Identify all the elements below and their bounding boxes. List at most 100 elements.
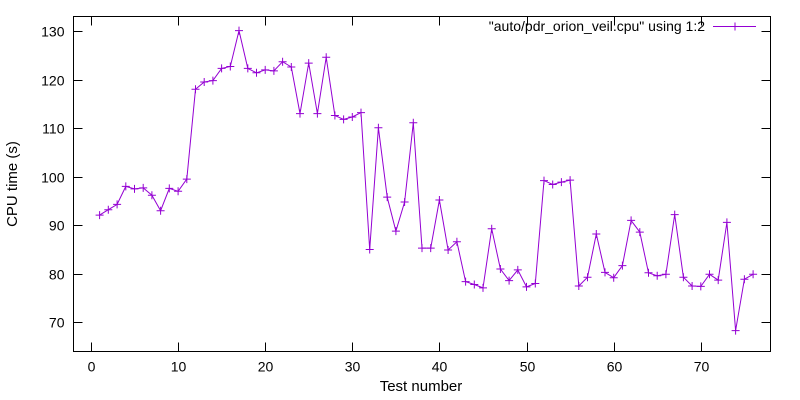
x-tick-label: 0 — [88, 359, 96, 375]
data-point-marker — [182, 175, 191, 184]
x-tick-label: 70 — [694, 359, 710, 375]
data-point-marker — [156, 206, 165, 215]
data-point-marker — [296, 109, 304, 118]
x-axis-title: Test number — [380, 378, 463, 395]
data-point-marker — [418, 244, 426, 253]
y-tick-label: 90 — [49, 218, 65, 234]
data-point-marker — [531, 279, 540, 288]
y-tick-label: 110 — [42, 121, 65, 137]
data-point-marker — [287, 63, 296, 71]
y-axis-title: CPU time (s) — [4, 141, 21, 227]
y-axis: 70 80 90 100 110 120 130 — [41, 24, 771, 331]
y-tick-label: 130 — [41, 24, 65, 40]
data-point-marker — [522, 282, 531, 291]
data-point-marker — [357, 108, 365, 117]
x-axis: 0 10 20 30 40 50 60 70 — [88, 16, 710, 375]
x-tick-label: 10 — [171, 359, 187, 375]
data-point-marker — [722, 218, 731, 227]
data-point-marker — [339, 115, 348, 124]
data-point-marker — [304, 59, 313, 68]
data-point-marker — [409, 118, 418, 127]
data-point-marker — [627, 216, 636, 225]
data-point-marker — [740, 275, 749, 284]
data-point-marker — [540, 176, 548, 185]
data-point-marker — [566, 176, 575, 185]
data-point-marker — [139, 183, 148, 192]
data-point-marker — [217, 64, 226, 73]
y-tick-label: 120 — [41, 73, 65, 89]
data-point-marker — [383, 193, 392, 202]
data-point-marker — [679, 273, 688, 282]
data-point-marker — [243, 64, 252, 73]
x-tick-label: 20 — [258, 359, 274, 375]
data-point-marker — [322, 53, 331, 62]
legend: "auto/pdr_orion_veil.cpu" using 1:2 — [489, 18, 756, 34]
data-point-marker — [130, 184, 139, 193]
x-tick-label: 50 — [520, 359, 536, 375]
data-point-marker — [435, 196, 444, 204]
legend-label: "auto/pdr_orion_veil.cpu" using 1:2 — [489, 18, 705, 34]
data-point-marker — [226, 62, 235, 71]
data-point-marker — [601, 268, 609, 277]
y-tick-label: 80 — [49, 267, 65, 283]
data-point-marker — [104, 205, 113, 214]
data-point-marker — [479, 283, 487, 292]
data-point-marker — [688, 282, 697, 290]
data-point-marker — [313, 109, 322, 118]
x-tick-label: 30 — [345, 359, 361, 375]
data-point-marker — [200, 78, 209, 86]
data-point-marker — [252, 68, 261, 77]
data-point-marker — [269, 66, 278, 75]
data-point-marker — [330, 111, 339, 120]
data-point-marker — [714, 276, 723, 285]
data-point-marker — [348, 113, 357, 121]
data-point-marker — [426, 244, 435, 253]
data-point-marker — [487, 224, 496, 233]
data-point-marker — [513, 265, 522, 274]
series-layer — [95, 26, 758, 335]
data-point-marker — [391, 227, 400, 236]
data-point-marker — [191, 85, 200, 94]
data-point-marker — [505, 276, 514, 285]
data-point-marker — [670, 210, 679, 219]
data-point-marker — [374, 123, 383, 132]
data-point-marker — [557, 178, 566, 187]
data-point-marker — [208, 76, 217, 85]
x-tick-label: 60 — [607, 359, 623, 375]
data-point-marker — [749, 270, 758, 279]
y-tick-label: 70 — [49, 315, 65, 331]
data-point-marker — [95, 211, 104, 220]
data-point-marker — [731, 326, 740, 335]
data-point-marker — [165, 184, 174, 193]
data-point-marker — [609, 273, 618, 282]
data-point-marker — [174, 187, 183, 196]
series-line — [99, 30, 754, 331]
data-point-marker — [653, 271, 662, 280]
data-point-marker — [705, 270, 714, 279]
data-point-marker — [696, 282, 705, 291]
data-point-marker — [618, 261, 627, 270]
data-point-marker — [452, 237, 461, 246]
data-point-marker — [548, 180, 557, 189]
data-point-marker — [121, 182, 130, 191]
data-point-marker — [400, 198, 409, 206]
data-point-marker — [635, 228, 644, 237]
data-point-marker — [235, 26, 243, 35]
x-tick-label: 40 — [432, 359, 448, 375]
y-tick-label: 100 — [41, 170, 65, 186]
data-point-marker — [113, 200, 122, 209]
data-point-marker — [365, 245, 374, 254]
legend-marker — [731, 22, 739, 31]
plot-frame — [73, 16, 771, 352]
data-point-marker — [147, 191, 156, 200]
data-point-marker — [444, 246, 453, 254]
data-point-marker — [261, 65, 270, 74]
data-point-marker — [470, 280, 479, 289]
data-point-marker — [278, 57, 287, 66]
data-point-marker — [583, 273, 592, 282]
data-point-marker — [461, 277, 470, 286]
data-point-marker — [592, 230, 601, 238]
data-point-marker — [644, 268, 653, 277]
data-point-marker — [661, 270, 670, 279]
